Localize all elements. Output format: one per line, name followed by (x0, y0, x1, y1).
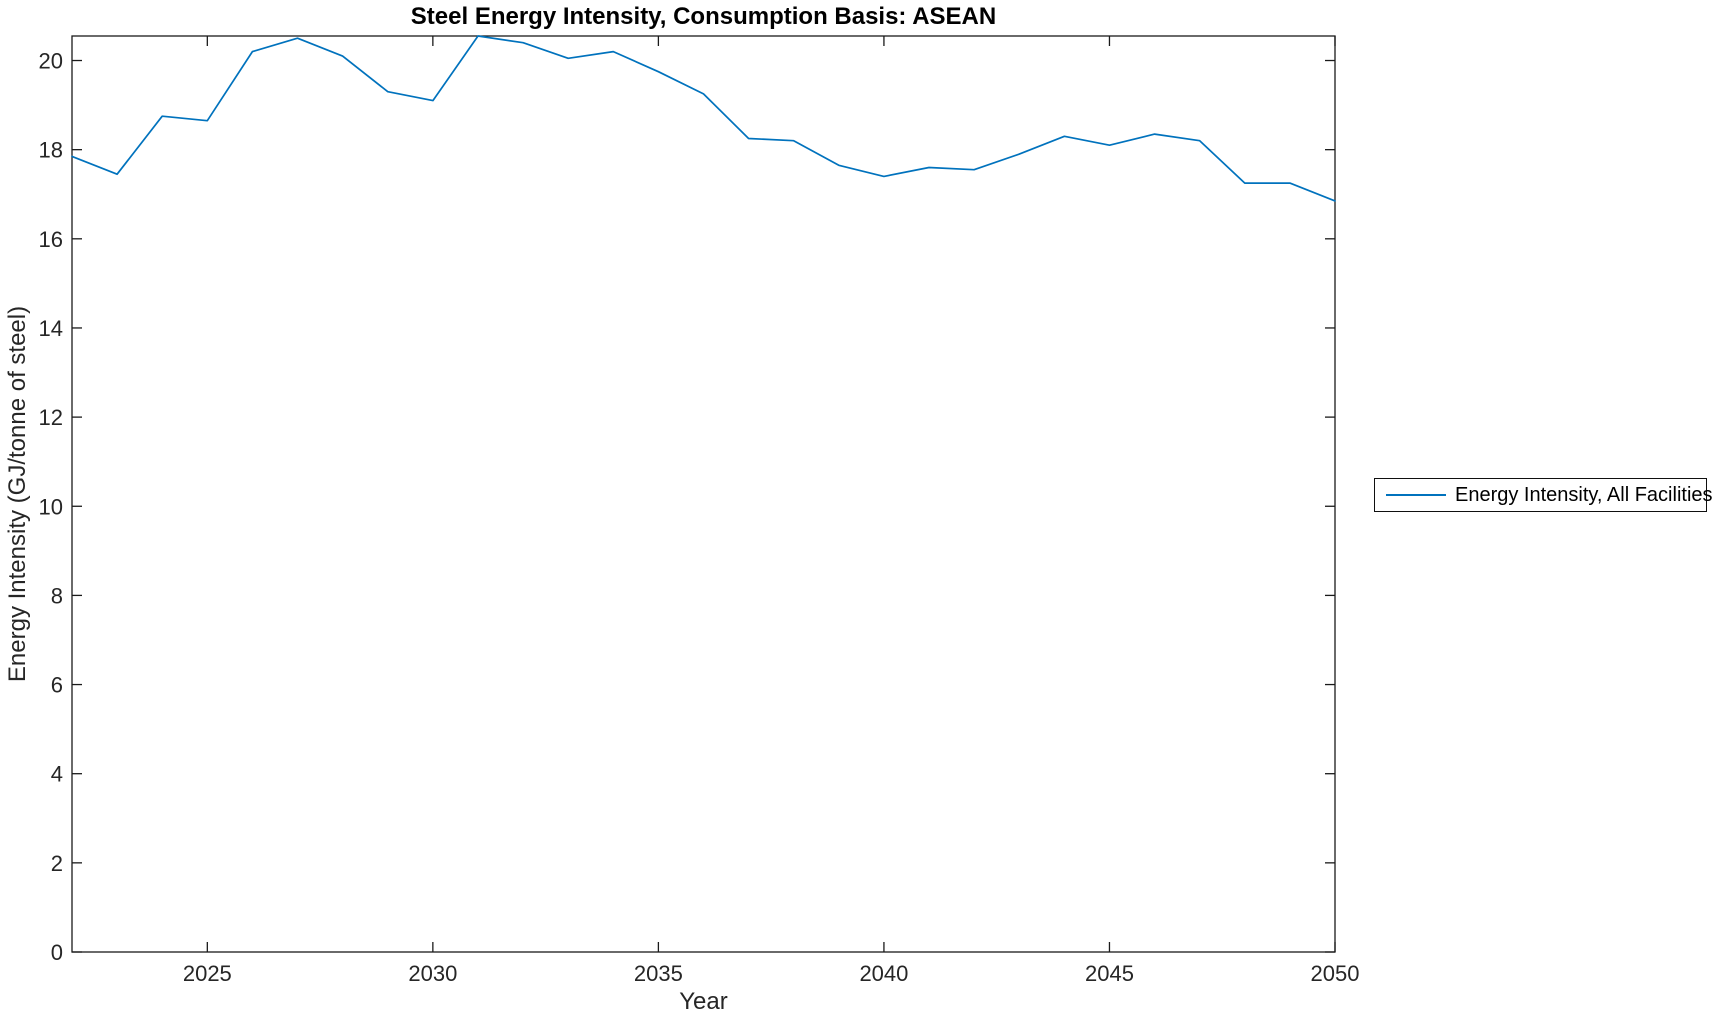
y-tick-label: 0 (51, 940, 63, 965)
plot-box (71, 35, 1336, 953)
y-tick-label: 18 (39, 138, 63, 163)
energy-intensity-line (71, 35, 1336, 202)
series-line-group (71, 35, 1336, 202)
y-axis-tick-labels: 0 2 4 6 8 10 12 14 16 18 20 (39, 49, 63, 965)
x-axis-ticks (206, 36, 1336, 952)
y-tick-label: 12 (39, 405, 63, 430)
y-tick-label: 16 (39, 227, 63, 252)
y-tick-label: 2 (51, 851, 63, 876)
x-tick-label: 2040 (859, 961, 908, 986)
x-tick-label: 2045 (1085, 961, 1134, 986)
legend-box: Energy Intensity, All Facilities (1374, 478, 1713, 512)
legend-item-label: Energy Intensity, All Facilities (1455, 483, 1713, 506)
y-tick-label: 4 (51, 762, 63, 787)
x-axis-label: Year (679, 988, 728, 1015)
y-tick-label: 20 (39, 49, 63, 74)
x-tick-label: 2035 (634, 961, 683, 986)
legend-line-sample-icon (1386, 494, 1446, 496)
y-tick-label: 8 (51, 583, 63, 608)
x-tick-label: 2025 (183, 961, 232, 986)
x-tick-label: 2050 (1311, 961, 1360, 986)
x-axis-tick-labels: 2025 2030 2035 2040 2045 2050 (183, 961, 1360, 986)
y-tick-label: 6 (51, 673, 63, 698)
chart-title: Steel Energy Intensity, Consumption Basi… (410, 3, 997, 30)
axes-box (71, 35, 1336, 953)
y-tick-label: 14 (39, 316, 63, 341)
y-axis-ticks (72, 59, 1335, 953)
y-tick-label: 10 (39, 494, 63, 519)
x-tick-label: 2030 (408, 961, 457, 986)
